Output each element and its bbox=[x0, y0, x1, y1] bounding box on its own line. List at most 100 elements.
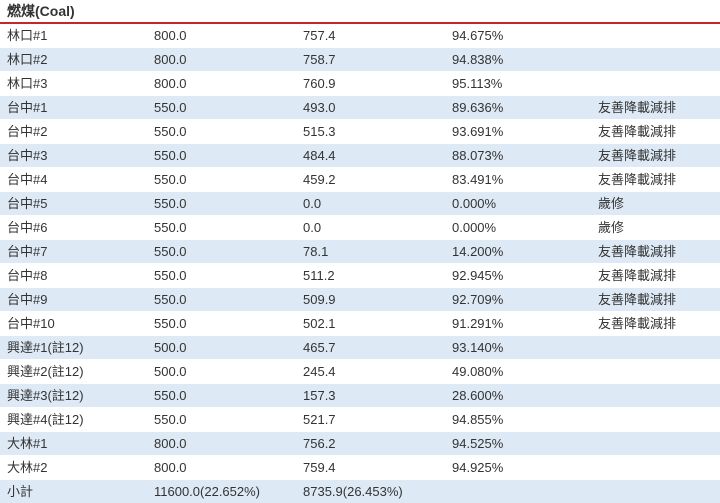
cell-output-ratio: 14.200% bbox=[445, 240, 591, 264]
cell-net-output: 493.0 bbox=[296, 96, 445, 120]
cell-output-ratio: 94.855% bbox=[445, 408, 591, 432]
cell-output-ratio: 95.113% bbox=[445, 72, 591, 96]
cell-remark bbox=[591, 456, 720, 480]
cell-net-output: 757.4 bbox=[296, 24, 445, 48]
section-header: 燃煤(Coal) bbox=[0, 0, 720, 24]
cell-capacity: 550.0 bbox=[147, 192, 296, 216]
cell-remark: 友善降載減排 bbox=[591, 120, 720, 144]
cell-remark bbox=[591, 384, 720, 408]
cell-unit-name: 台中#6 bbox=[0, 216, 147, 240]
cell-output-ratio: 94.838% bbox=[445, 48, 591, 72]
cell-capacity: 550.0 bbox=[147, 96, 296, 120]
subtotal-net-output: 8735.9(26.453%) bbox=[296, 480, 445, 503]
cell-remark: 歲修 bbox=[591, 216, 720, 240]
cell-unit-name: 台中#10 bbox=[0, 312, 147, 336]
cell-remark bbox=[591, 24, 720, 48]
cell-net-output: 521.7 bbox=[296, 408, 445, 432]
cell-capacity: 550.0 bbox=[147, 240, 296, 264]
cell-unit-name: 台中#5 bbox=[0, 192, 147, 216]
cell-remark: 友善降載減排 bbox=[591, 240, 720, 264]
cell-remark: 歲修 bbox=[591, 192, 720, 216]
cell-net-output: 465.7 bbox=[296, 336, 445, 360]
cell-output-ratio: 0.000% bbox=[445, 192, 591, 216]
cell-capacity: 800.0 bbox=[147, 432, 296, 456]
cell-output-ratio: 93.691% bbox=[445, 120, 591, 144]
cell-net-output: 758.7 bbox=[296, 48, 445, 72]
cell-output-ratio: 94.675% bbox=[445, 24, 591, 48]
cell-remark bbox=[591, 432, 720, 456]
cell-net-output: 502.1 bbox=[296, 312, 445, 336]
cell-capacity: 800.0 bbox=[147, 456, 296, 480]
cell-unit-name: 台中#2 bbox=[0, 120, 147, 144]
cell-net-output: 78.1 bbox=[296, 240, 445, 264]
cell-output-ratio: 0.000% bbox=[445, 216, 591, 240]
cell-unit-name: 台中#8 bbox=[0, 264, 147, 288]
cell-output-ratio: 28.600% bbox=[445, 384, 591, 408]
cell-output-ratio: 94.525% bbox=[445, 432, 591, 456]
cell-net-output: 0.0 bbox=[296, 192, 445, 216]
cell-capacity: 550.0 bbox=[147, 264, 296, 288]
cell-output-ratio: 89.636% bbox=[445, 96, 591, 120]
cell-output-ratio: 88.073% bbox=[445, 144, 591, 168]
cell-capacity: 500.0 bbox=[147, 336, 296, 360]
cell-remark: 友善降載減排 bbox=[591, 264, 720, 288]
cell-unit-name: 台中#9 bbox=[0, 288, 147, 312]
cell-unit-name: 台中#1 bbox=[0, 96, 147, 120]
cell-unit-name: 台中#7 bbox=[0, 240, 147, 264]
cell-net-output: 484.4 bbox=[296, 144, 445, 168]
cell-capacity: 500.0 bbox=[147, 360, 296, 384]
cell-output-ratio: 94.925% bbox=[445, 456, 591, 480]
cell-capacity: 550.0 bbox=[147, 408, 296, 432]
cell-remark bbox=[591, 360, 720, 384]
cell-capacity: 550.0 bbox=[147, 384, 296, 408]
cell-capacity: 800.0 bbox=[147, 72, 296, 96]
cell-unit-name: 興達#2(註12) bbox=[0, 360, 147, 384]
cell-net-output: 515.3 bbox=[296, 120, 445, 144]
cell-net-output: 509.9 bbox=[296, 288, 445, 312]
cell-capacity: 550.0 bbox=[147, 120, 296, 144]
cell-unit-name: 大林#2 bbox=[0, 456, 147, 480]
cell-remark: 友善降載減排 bbox=[591, 144, 720, 168]
cell-unit-name: 林口#2 bbox=[0, 48, 147, 72]
cell-remark: 友善降載減排 bbox=[591, 312, 720, 336]
cell-remark bbox=[591, 336, 720, 360]
cell-capacity: 800.0 bbox=[147, 48, 296, 72]
cell-remark bbox=[591, 408, 720, 432]
cell-unit-name: 大林#1 bbox=[0, 432, 147, 456]
cell-output-ratio: 83.491% bbox=[445, 168, 591, 192]
section-title: 燃煤(Coal) bbox=[7, 3, 75, 19]
cell-capacity: 550.0 bbox=[147, 216, 296, 240]
cell-remark bbox=[591, 48, 720, 72]
cell-unit-name: 興達#4(註12) bbox=[0, 408, 147, 432]
cell-capacity: 550.0 bbox=[147, 288, 296, 312]
cell-remark: 友善降載減排 bbox=[591, 288, 720, 312]
cell-output-ratio: 92.709% bbox=[445, 288, 591, 312]
cell-remark: 友善降載減排 bbox=[591, 168, 720, 192]
cell-net-output: 0.0 bbox=[296, 216, 445, 240]
cell-net-output: 756.2 bbox=[296, 432, 445, 456]
subtotal-capacity: 11600.0(22.652%) bbox=[147, 480, 296, 503]
cell-capacity: 550.0 bbox=[147, 144, 296, 168]
cell-unit-name: 林口#3 bbox=[0, 72, 147, 96]
cell-remark: 友善降載減排 bbox=[591, 96, 720, 120]
cell-capacity: 550.0 bbox=[147, 312, 296, 336]
cell-unit-name: 興達#1(註12) bbox=[0, 336, 147, 360]
cell-net-output: 459.2 bbox=[296, 168, 445, 192]
subtotal-output-ratio bbox=[445, 480, 591, 503]
cell-unit-name: 興達#3(註12) bbox=[0, 384, 147, 408]
